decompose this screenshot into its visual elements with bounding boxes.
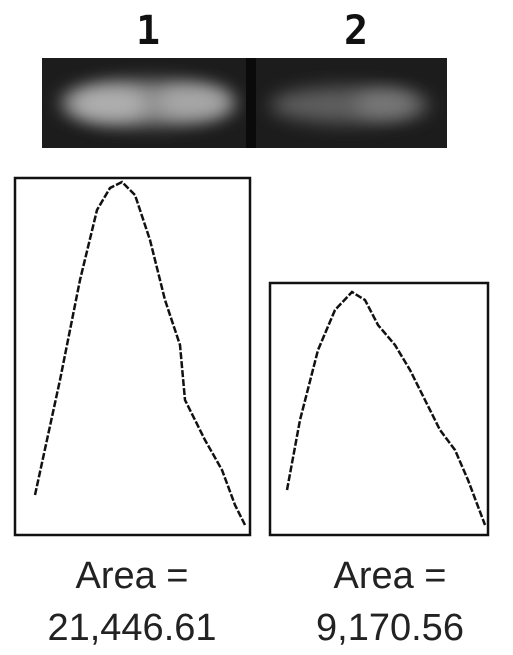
lane-label: 1 (136, 8, 160, 54)
density-profile (15, 178, 488, 535)
area-label: Area = (75, 555, 188, 597)
blot-image (42, 58, 447, 148)
area-value: 9,170.56 (316, 607, 464, 649)
area-label: Area = (333, 555, 446, 597)
area-value: 21,446.61 (47, 607, 216, 649)
lane-label: 2 (344, 8, 368, 54)
figure: 1 2 Area = Area = 21,446.61 9,170.56 (0, 0, 513, 655)
